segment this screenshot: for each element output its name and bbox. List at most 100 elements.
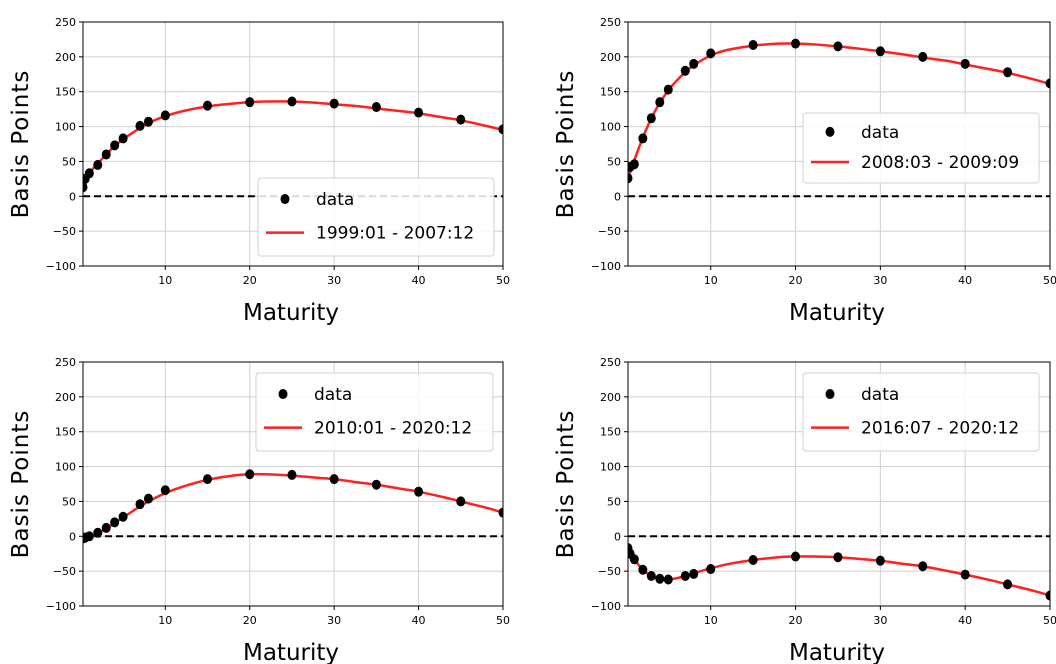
x-tick-label: 40 <box>412 274 426 287</box>
y-tick-label: 200 <box>55 51 76 64</box>
y-tick-label: 50 <box>607 495 621 508</box>
plot-content <box>628 535 1050 601</box>
y-tick-label: 100 <box>55 461 76 474</box>
data-point <box>203 474 213 485</box>
legend: data 2016:07 - 2020:12 <box>802 372 1040 452</box>
data-point <box>748 40 758 51</box>
data-point <box>498 507 503 518</box>
plot-frame <box>82 361 504 607</box>
data-point <box>93 159 103 170</box>
legend-marker-data <box>278 389 288 400</box>
y-tick-label: 200 <box>600 51 621 64</box>
data-point <box>287 469 297 480</box>
data-point <box>680 65 690 76</box>
data-point <box>287 96 297 107</box>
data-point <box>101 149 111 160</box>
y-tick-label: −50 <box>53 225 76 238</box>
data-point <box>638 133 648 144</box>
x-tick-label: 50 <box>496 614 510 627</box>
y-tick-label: 250 <box>55 356 76 369</box>
data-point <box>143 116 153 127</box>
data-point <box>101 522 111 533</box>
data-point <box>110 140 120 151</box>
legend-label-data: data <box>861 385 899 405</box>
x-tick-label: 40 <box>958 614 972 627</box>
x-tick-label: 30 <box>873 614 887 627</box>
legend: data 1999:01 - 2007:12 <box>257 177 495 257</box>
legend-label-period: 1999:01 - 2007:12 <box>316 224 474 244</box>
x-tick-label: 50 <box>1043 614 1056 627</box>
y-tick-label: 150 <box>55 86 76 99</box>
y-tick-label: −50 <box>598 225 621 238</box>
data-point <box>329 98 339 109</box>
data-point <box>84 531 94 542</box>
plot-frame <box>627 361 1051 607</box>
y-tick-label: 200 <box>55 391 76 404</box>
data-point <box>689 58 699 69</box>
x-axis-title: Maturity <box>789 640 885 664</box>
data-point <box>689 568 699 579</box>
legend-box <box>257 177 495 257</box>
data-point <box>960 58 970 69</box>
plot-content <box>83 469 503 544</box>
data-point <box>118 133 128 144</box>
data-point <box>135 120 145 131</box>
legend: data 2010:01 - 2020:12 <box>255 372 494 452</box>
legend-box <box>802 372 1040 452</box>
x-axis-title: Maturity <box>789 300 885 326</box>
y-tick-label: 150 <box>600 426 621 439</box>
plot-frame <box>627 21 1051 267</box>
x-tick-label: 40 <box>958 274 972 287</box>
legend-marker-data <box>280 194 290 205</box>
y-tick-label: 150 <box>600 86 621 99</box>
data-point <box>203 100 213 111</box>
data-point <box>93 527 103 538</box>
data-point <box>371 479 381 490</box>
x-tick-label: 50 <box>496 274 510 287</box>
legend-marker-data <box>825 389 835 400</box>
data-point <box>706 48 716 59</box>
legend-marker-data <box>825 126 835 137</box>
legend-label-period: 2008:03 - 2009:09 <box>861 153 1019 173</box>
data-point <box>629 554 639 565</box>
legend-box <box>802 112 1040 184</box>
y-tick-label: −50 <box>598 565 621 578</box>
data-point <box>655 573 665 584</box>
x-axis-title: Maturity <box>243 640 339 664</box>
x-tick-label: 40 <box>412 614 426 627</box>
data-point <box>84 168 94 179</box>
legend-label-data: data <box>314 385 352 405</box>
data-point <box>706 564 716 575</box>
y-tick-label: 250 <box>55 16 76 29</box>
y-tick-label: −100 <box>591 600 621 613</box>
chart-panel-2: −100 −50 0 50 100 150 200 250 10 20 30 40 50 Maturity… <box>553 16 1056 326</box>
data-point <box>456 114 466 125</box>
data-point <box>245 469 255 480</box>
data-point <box>875 555 885 566</box>
data-point <box>638 564 648 575</box>
y-tick-label: 100 <box>600 461 621 474</box>
x-tick-label: 10 <box>158 274 172 287</box>
data-point <box>646 571 656 582</box>
data-point <box>143 493 153 504</box>
y-tick-label: 250 <box>600 16 621 29</box>
legend: data 2008:03 - 2009:09 <box>802 112 1040 184</box>
y-tick-label: 100 <box>55 121 76 134</box>
data-point <box>960 569 970 580</box>
y-axis-title: Basis Points <box>8 410 34 559</box>
y-tick-label: −100 <box>46 260 76 273</box>
y-tick-label: 0 <box>614 530 621 543</box>
y-tick-label: 150 <box>55 426 76 439</box>
data-point <box>160 485 170 496</box>
data-point <box>833 41 843 52</box>
y-tick-label: −100 <box>591 260 621 273</box>
x-axis-title: Maturity <box>243 300 339 326</box>
data-point <box>83 182 88 193</box>
y-tick-label: 0 <box>69 530 76 543</box>
chart-panel-3: −100 −50 0 50 100 150 200 250 10 20 30 40 50 Maturity… <box>8 356 510 664</box>
x-tick-label: 30 <box>327 614 341 627</box>
data-point <box>663 574 673 585</box>
data-point <box>680 571 690 582</box>
data-point <box>414 486 424 497</box>
